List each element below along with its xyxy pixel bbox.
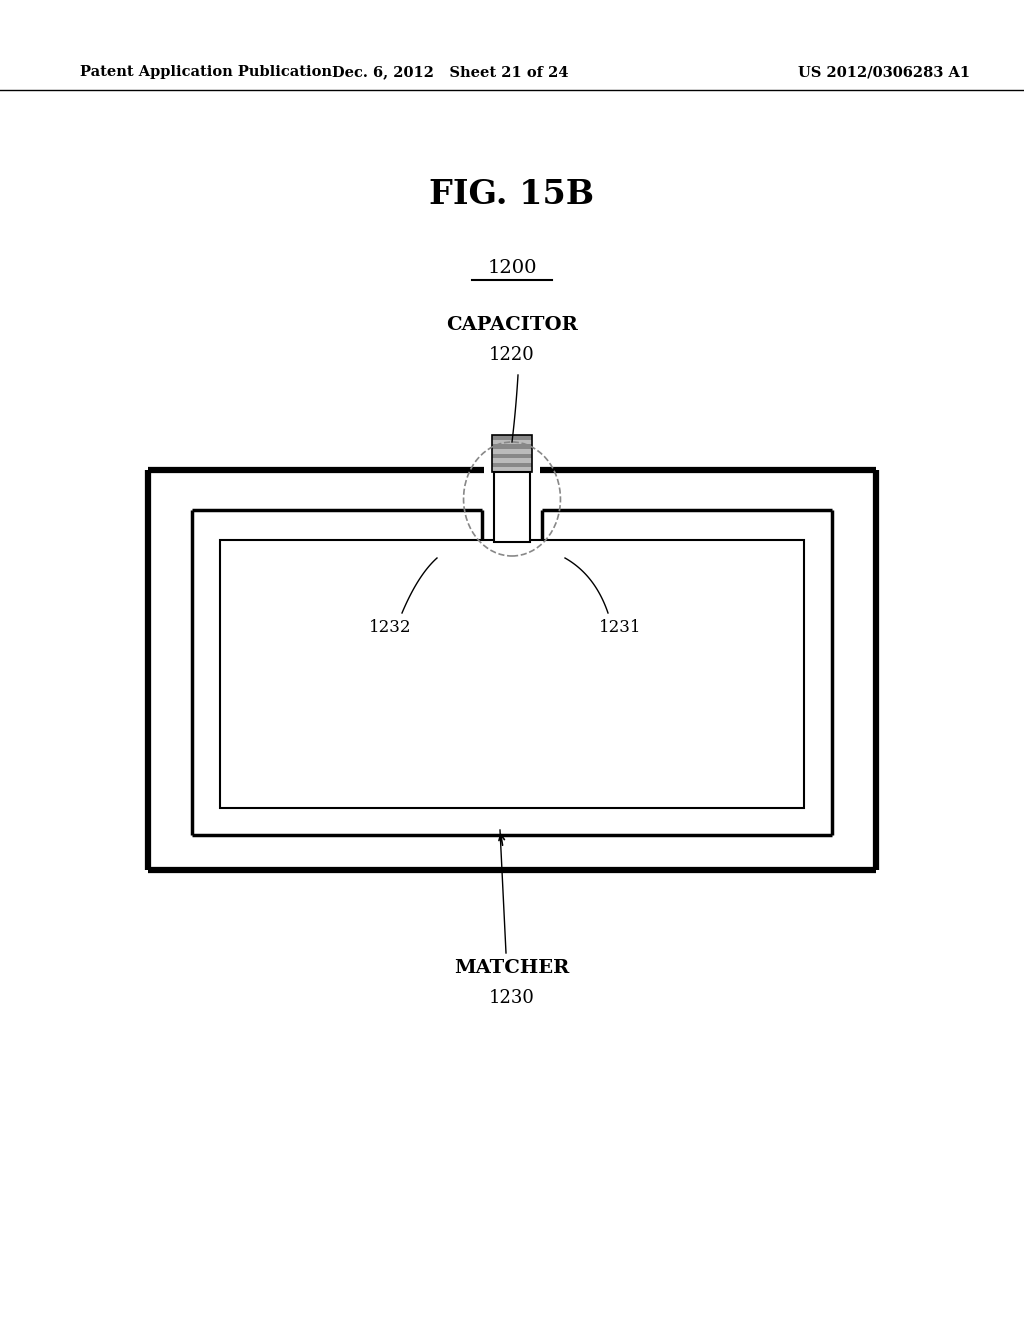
Bar <box>492 449 532 454</box>
Text: FIG. 15B: FIG. 15B <box>429 178 595 211</box>
Bar <box>492 436 532 440</box>
Bar <box>220 540 804 808</box>
Text: CAPACITOR: CAPACITOR <box>446 315 578 334</box>
Bar <box>492 440 532 445</box>
Text: 1232: 1232 <box>369 619 412 636</box>
Text: 1220: 1220 <box>489 346 535 364</box>
Bar <box>492 436 532 473</box>
Text: 1230: 1230 <box>489 989 535 1007</box>
Bar <box>492 454 532 458</box>
Bar <box>492 458 532 463</box>
Bar <box>492 467 532 473</box>
Bar <box>494 473 530 543</box>
Text: 1200: 1200 <box>487 259 537 277</box>
Text: US 2012/0306283 A1: US 2012/0306283 A1 <box>798 65 970 79</box>
Bar <box>492 463 532 467</box>
Bar <box>484 466 540 478</box>
Text: 1231: 1231 <box>599 619 641 636</box>
Bar <box>492 445 532 449</box>
Text: MATCHER: MATCHER <box>455 960 569 977</box>
Text: Patent Application Publication: Patent Application Publication <box>80 65 332 79</box>
Text: Dec. 6, 2012   Sheet 21 of 24: Dec. 6, 2012 Sheet 21 of 24 <box>332 65 568 79</box>
